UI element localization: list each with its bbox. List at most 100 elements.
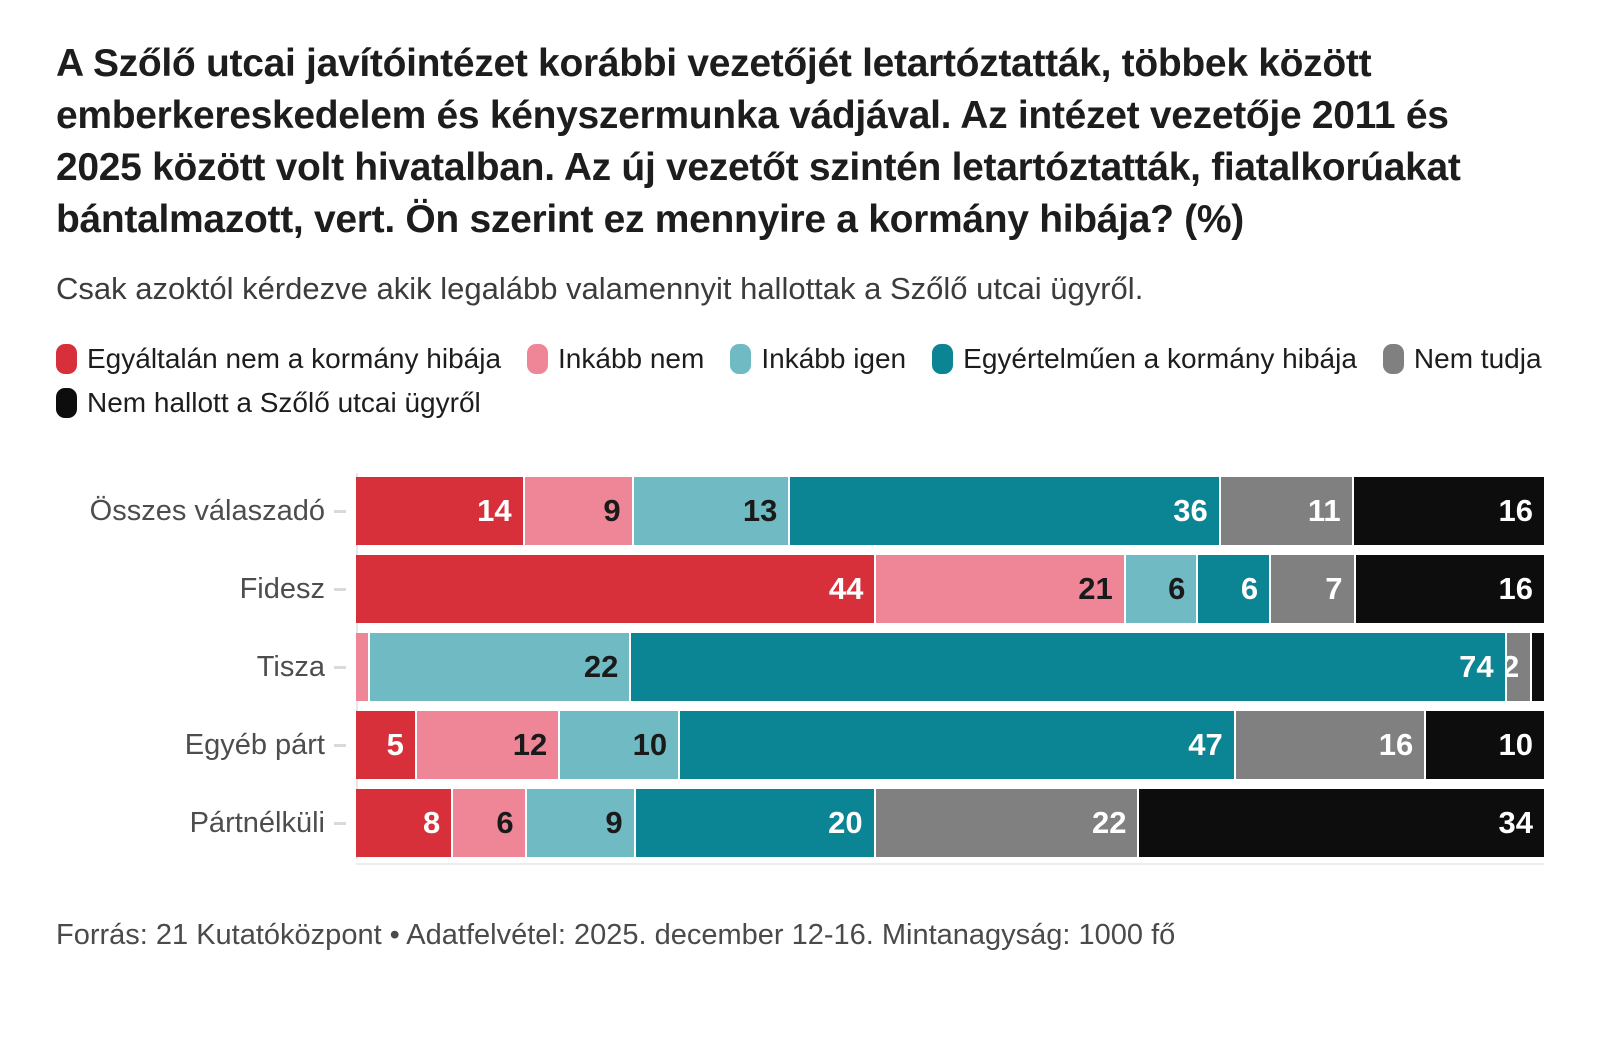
bar-segment [1532,633,1544,702]
bar-segment: 6 [1125,555,1197,624]
segment-value-label: 12 [512,727,548,763]
legend-label: Egyáltalán nem a kormány hibája [87,343,502,375]
segment-value-label: 6 [1168,571,1186,607]
legend-label: Inkább nem [558,343,705,375]
bar-segment: 36 [790,477,1219,546]
category-tick [334,743,346,747]
segment-value-label: 21 [1078,571,1113,607]
bar-segment: 21 [876,555,1124,624]
bar-segment: 6 [453,789,525,858]
bar-segment: 16 [1353,477,1544,546]
segment-value-label: 9 [603,493,621,529]
category-label: Összes válaszadó [56,495,356,528]
segment-value-label: 6 [1240,571,1259,607]
chart-row: Fidesz 44 21 6 6 7 16 [56,555,1544,624]
segment-value-label: 22 [583,649,619,685]
bar-segment: 11 [1220,477,1352,546]
bar-track: 44 21 6 6 7 16 [356,555,1544,624]
bar-segment: 16 [1235,711,1425,780]
segment-value-label: 13 [742,493,778,529]
bar-track: 22 74 2 [356,633,1544,702]
bar-track: 5 12 10 47 16 10 [356,711,1544,780]
page-subtitle: Csak azoktól kérdezve akik legalább vala… [56,271,1144,307]
segment-value-label: 34 [1498,805,1533,841]
bar-segment: 10 [1426,711,1544,780]
page-title: A Szőlő utcai javítóintézet korábbi veze… [56,42,1461,241]
chart-row: Pártnélküli 8 6 9 20 22 34 [56,789,1544,858]
bar-segment: 6 [1198,555,1270,624]
bar-segment: 22 [875,789,1138,858]
segment-value-label: 5 [386,727,404,763]
x-axis-line [356,863,1544,866]
bar-segment: 22 [369,633,630,702]
bar-segment: 9 [524,477,632,546]
legend-swatch-icon [56,344,77,375]
bar-segment: 5 [356,711,415,780]
category-label-text: Pártnélküli [189,806,325,839]
category-label-text: Egyéb párt [184,728,325,761]
segment-value-label: 74 [1459,649,1494,685]
legend-item: Inkább nem [527,343,704,375]
legend-swatch-icon [56,388,77,419]
category-label: Pártnélküli [56,807,356,840]
category-label-text: Tisza [256,650,325,683]
legend-item: Nem tudja [1382,343,1542,375]
segment-value-label: 16 [1498,571,1533,607]
category-label: Tisza [56,651,356,684]
segment-value-label: 11 [1307,493,1341,529]
legend-label: Egyértelműen a kormány hibája [963,343,1357,375]
segment-value-label: 44 [828,571,864,607]
segment-value-label: 20 [828,805,863,841]
bar-segment: 14 [356,477,523,546]
bar-segment: 13 [633,477,789,546]
bar-segment: 9 [526,789,634,858]
bar-segment: 74 [631,633,1505,702]
chart-row: Tisza 22 74 2 [56,633,1544,702]
bar-segment: 2 [1506,633,1531,702]
category-tick [334,509,346,513]
segment-value-label: 6 [496,805,514,841]
bar-segment [356,633,368,702]
segment-value-label: 36 [1173,493,1208,529]
segment-value-label: 16 [1498,493,1533,529]
segment-value-label: 14 [477,493,512,529]
bar-track: 8 6 9 20 22 34 [356,789,1544,858]
category-label-text: Fidesz [239,572,325,605]
legend-swatch-icon [527,344,549,375]
category-label: Egyéb párt [56,729,356,762]
bar-segment: 7 [1271,555,1354,624]
footer-source: Forrás: 21 Kutatóközpont • Adatfelvétel:… [56,919,1176,952]
bar-segment: 47 [680,711,1234,780]
segment-value-label: 9 [605,805,623,841]
bar-segment: 8 [356,789,452,858]
category-label: Fidesz [56,573,356,606]
legend-item: Inkább igen [730,343,906,375]
category-tick [334,587,346,591]
category-label-text: Összes válaszadó [89,494,325,527]
legend-swatch-icon [932,344,954,375]
legend-swatch-icon [1382,344,1404,375]
legend: Egyáltalán nem a kormány hibája Inkább ne… [56,343,1544,419]
legend-label: Nem tudja [1413,343,1542,375]
segment-value-label: 2 [1506,649,1520,685]
stacked-bar-chart: Összes válaszadó 14 9 13 36 11 16 Fidesz 44 21 6 6 7… [56,473,1544,866]
legend-swatch-icon [730,344,752,375]
legend-item: Egyáltalán nem a kormány hibája [56,343,501,375]
bar-track: 14 9 13 36 11 16 [356,477,1544,546]
bar-segment: 34 [1139,789,1544,858]
legend-label: Inkább igen [761,343,907,375]
chart-row: Egyéb párt 5 12 10 47 16 10 [56,711,1544,780]
segment-value-label: 47 [1188,727,1223,763]
bar-segment: 20 [635,789,874,858]
bar-segment: 10 [560,711,679,780]
chart-row: Összes válaszadó 14 9 13 36 11 16 [56,477,1544,546]
legend-label: Nem hallott a Szőlő utcai ügyről [87,387,481,419]
segment-value-label: 16 [1378,727,1414,763]
legend-item: Nem hallott a Szőlő utcai ügyről [56,387,481,419]
legend-item: Egyértelműen a kormány hibája [932,343,1357,375]
segment-value-label: 8 [422,805,441,841]
segment-value-label: 22 [1091,805,1127,841]
bar-segment: 16 [1355,555,1544,624]
category-tick [334,821,346,825]
